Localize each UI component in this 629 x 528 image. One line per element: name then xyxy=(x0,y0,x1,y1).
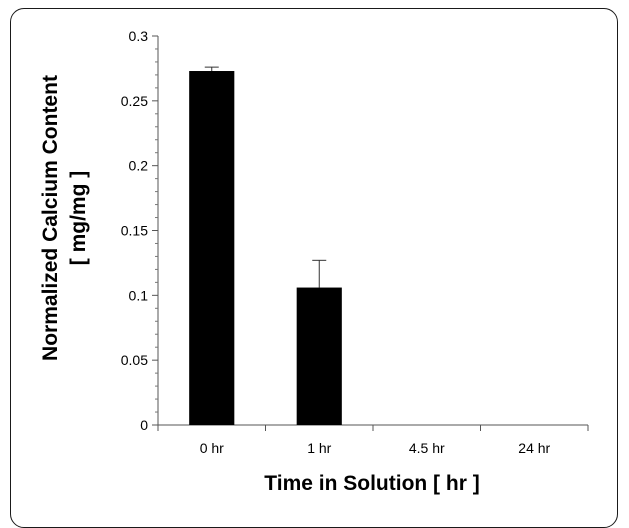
y-axis-label-line2: [ mg/mg ] xyxy=(67,170,90,266)
x-tick-labels: 0 hr 1 hr 4.5 hr 24 hr xyxy=(200,440,551,456)
bar xyxy=(189,71,235,425)
y-tick-label: 0.2 xyxy=(129,158,149,174)
y-tick-label: 0.15 xyxy=(121,223,148,239)
x-tick-label: 4.5 hr xyxy=(409,440,445,456)
x-tick-label: 1 hr xyxy=(307,440,331,456)
y-tick-labels: 0 0.05 0.1 0.15 0.2 0.25 0.3 xyxy=(121,28,148,433)
y-axis-label: Normalized Calcium Content [ mg/mg ] xyxy=(37,75,93,361)
bars-group xyxy=(189,71,342,425)
error-bars-group xyxy=(204,66,327,288)
y-axis-label-line1: Normalized Calcium Content xyxy=(39,75,62,361)
bar-chart: 0 0.05 0.1 0.15 0.2 0.25 0.3 0 hr 1 hr 4.5 hr 24 … xyxy=(121,28,589,456)
bar xyxy=(296,287,342,425)
y-tick-label: 0.3 xyxy=(129,28,149,44)
x-axis-label: Time in Solution [ hr ] xyxy=(264,472,480,495)
y-tick-label: 0.1 xyxy=(129,287,149,303)
y-tick-label: 0 xyxy=(140,417,148,433)
x-tick-label: 0 hr xyxy=(200,440,224,456)
x-tick-label: 24 hr xyxy=(518,440,550,456)
y-tick-label: 0.05 xyxy=(121,352,148,368)
y-tick-label: 0.25 xyxy=(121,93,148,109)
